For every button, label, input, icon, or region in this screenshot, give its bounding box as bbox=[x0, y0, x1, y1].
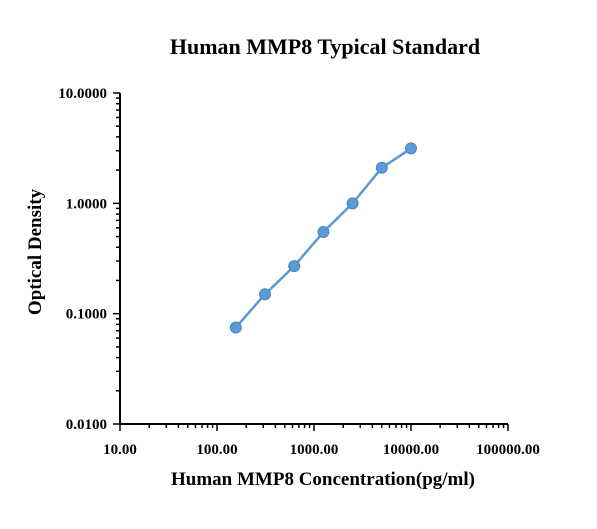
data-point bbox=[346, 197, 359, 210]
data-point bbox=[288, 260, 301, 273]
tick-labels: 10.00 100.00 1000.00 10000.00 100000.00 0.010… bbox=[58, 86, 540, 458]
x-tick-label: 10000.00 bbox=[383, 442, 439, 458]
x-tick-label: 100.00 bbox=[196, 442, 237, 458]
y-tick-label: 1.0000 bbox=[66, 196, 107, 212]
x-axis-label: Human MMP8 Concentration(pg/ml) bbox=[171, 469, 475, 490]
axes bbox=[119, 93, 508, 425]
x-tick-label: 1000.00 bbox=[290, 442, 339, 458]
data-point bbox=[405, 142, 417, 155]
data-point bbox=[259, 288, 272, 301]
data-point bbox=[229, 321, 242, 334]
y-tick-label: 0.1000 bbox=[66, 307, 107, 323]
y-tick-label: 10.0000 bbox=[58, 86, 107, 102]
plot-area bbox=[229, 142, 417, 334]
x-tick-label: 10.00 bbox=[103, 442, 137, 458]
y-tick-label: 0.0100 bbox=[66, 417, 107, 433]
x-tick-label: 100000.00 bbox=[476, 442, 540, 458]
y-axis-label: Optical Density bbox=[25, 188, 46, 315]
chart-title: Human MMP8 Typical Standard bbox=[170, 34, 480, 59]
ticks bbox=[113, 92, 509, 431]
data-point bbox=[317, 225, 330, 238]
data-point bbox=[375, 161, 388, 174]
